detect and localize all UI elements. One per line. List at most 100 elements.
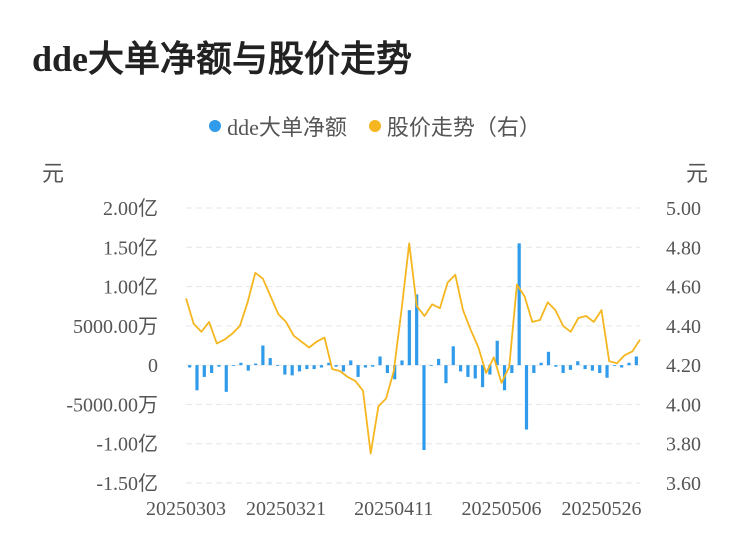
line-series <box>185 242 641 455</box>
right-tick-label: 4.20 <box>666 355 701 377</box>
legend-item-dde[interactable]: dde大单净额 <box>209 110 347 142</box>
bar <box>290 365 294 376</box>
left-tick-label: -1.50亿 <box>96 472 158 495</box>
bar <box>627 362 631 366</box>
bar <box>620 365 624 368</box>
bar <box>312 365 316 370</box>
right-tick-label: 4.00 <box>666 394 701 416</box>
bar <box>495 340 499 366</box>
bar <box>532 365 536 373</box>
grid-lines <box>186 207 640 484</box>
bar <box>605 365 609 378</box>
left-axis-unit: 元 <box>42 161 65 186</box>
left-tick-label: 0 <box>148 355 158 377</box>
left-tick-label: 1.50亿 <box>103 236 158 259</box>
bar <box>444 365 448 384</box>
bar <box>327 362 331 366</box>
bar <box>458 365 463 372</box>
bar <box>422 365 426 450</box>
legend-item-price[interactable]: 股价走势（右） <box>368 110 541 142</box>
bar <box>524 365 529 430</box>
left-tick-label: -5000.00万 <box>66 394 158 416</box>
right-axis-ticks: 3.60 3.80 4.00 4.20 4.40 4.60 4.80 5.00 <box>666 198 701 495</box>
x-tick-label: 20250506 <box>461 498 541 520</box>
left-tick-label: 1.00亿 <box>103 276 158 299</box>
bar <box>539 362 543 366</box>
bar <box>561 365 565 373</box>
legend-label-price: 股价走势（右） <box>386 115 541 140</box>
bar <box>451 346 455 366</box>
bar <box>393 365 397 380</box>
x-tick-label: 20250411 <box>354 498 433 520</box>
bar <box>319 365 324 368</box>
bar <box>261 345 265 366</box>
bar <box>385 365 389 373</box>
bar <box>488 365 492 375</box>
left-tick-label: 5000.00万 <box>73 316 158 338</box>
bar <box>546 351 551 366</box>
x-tick-label: 20250321 <box>246 498 326 520</box>
right-tick-label: 4.80 <box>666 237 701 259</box>
bar <box>283 365 287 375</box>
legend-label-dde: dde大单净额 <box>227 115 347 140</box>
bar <box>407 310 411 366</box>
bar <box>473 365 477 379</box>
bar <box>268 358 272 366</box>
bar <box>517 243 521 366</box>
x-tick-label: 20250526 <box>562 498 642 520</box>
bar <box>510 365 514 373</box>
bar <box>231 365 236 366</box>
bar <box>598 365 602 373</box>
bar <box>195 365 199 391</box>
bar <box>480 365 485 388</box>
left-tick-label: 2.00亿 <box>103 197 158 220</box>
bar <box>363 365 368 368</box>
chart-title: dde大单净额与股价走势 <box>32 39 413 79</box>
legend-dot-price <box>368 120 381 132</box>
bar <box>246 365 250 371</box>
left-axis-ticks: -1.50亿 -1.00亿 -5000.00万 0 5000.00万 1.00亿 1.50亿… <box>66 197 158 495</box>
right-tick-label: 3.80 <box>666 434 701 456</box>
legend: dde大单净额 股价走势（右） <box>0 110 750 142</box>
bar <box>239 362 243 366</box>
bar <box>415 294 419 366</box>
x-axis-ticks: 20250303 20250321 20250411 20250506 20250526 <box>146 498 642 520</box>
bar-series <box>188 243 638 450</box>
bar <box>554 365 558 367</box>
bar <box>612 365 616 366</box>
bar <box>568 365 573 370</box>
bar <box>429 365 433 366</box>
bar <box>378 356 382 366</box>
x-tick-label: 20250303 <box>146 498 226 520</box>
bar <box>576 361 580 366</box>
right-tick-label: 3.60 <box>666 473 701 495</box>
bar <box>253 363 258 366</box>
price-line <box>185 242 641 455</box>
bar <box>583 365 587 370</box>
bar <box>188 365 192 368</box>
left-tick-label: -1.00亿 <box>96 433 158 456</box>
bar <box>466 365 470 377</box>
bar <box>349 360 353 366</box>
legend-dot-dde <box>209 120 222 132</box>
bar <box>400 360 404 366</box>
bar <box>275 365 280 366</box>
right-tick-label: 4.40 <box>666 316 701 338</box>
bar <box>341 365 346 372</box>
bar <box>217 365 221 367</box>
bar <box>224 365 228 392</box>
bar <box>305 365 309 370</box>
bar <box>356 365 360 377</box>
bar <box>297 365 302 372</box>
bar <box>210 365 214 373</box>
bar <box>590 365 595 371</box>
right-tick-label: 5.00 <box>666 198 701 220</box>
bar <box>634 356 638 366</box>
right-tick-label: 4.60 <box>666 277 701 299</box>
bar <box>437 358 441 366</box>
bar <box>202 365 206 377</box>
bar <box>371 365 375 367</box>
right-axis-unit: 元 <box>685 161 708 186</box>
bar <box>334 365 338 367</box>
